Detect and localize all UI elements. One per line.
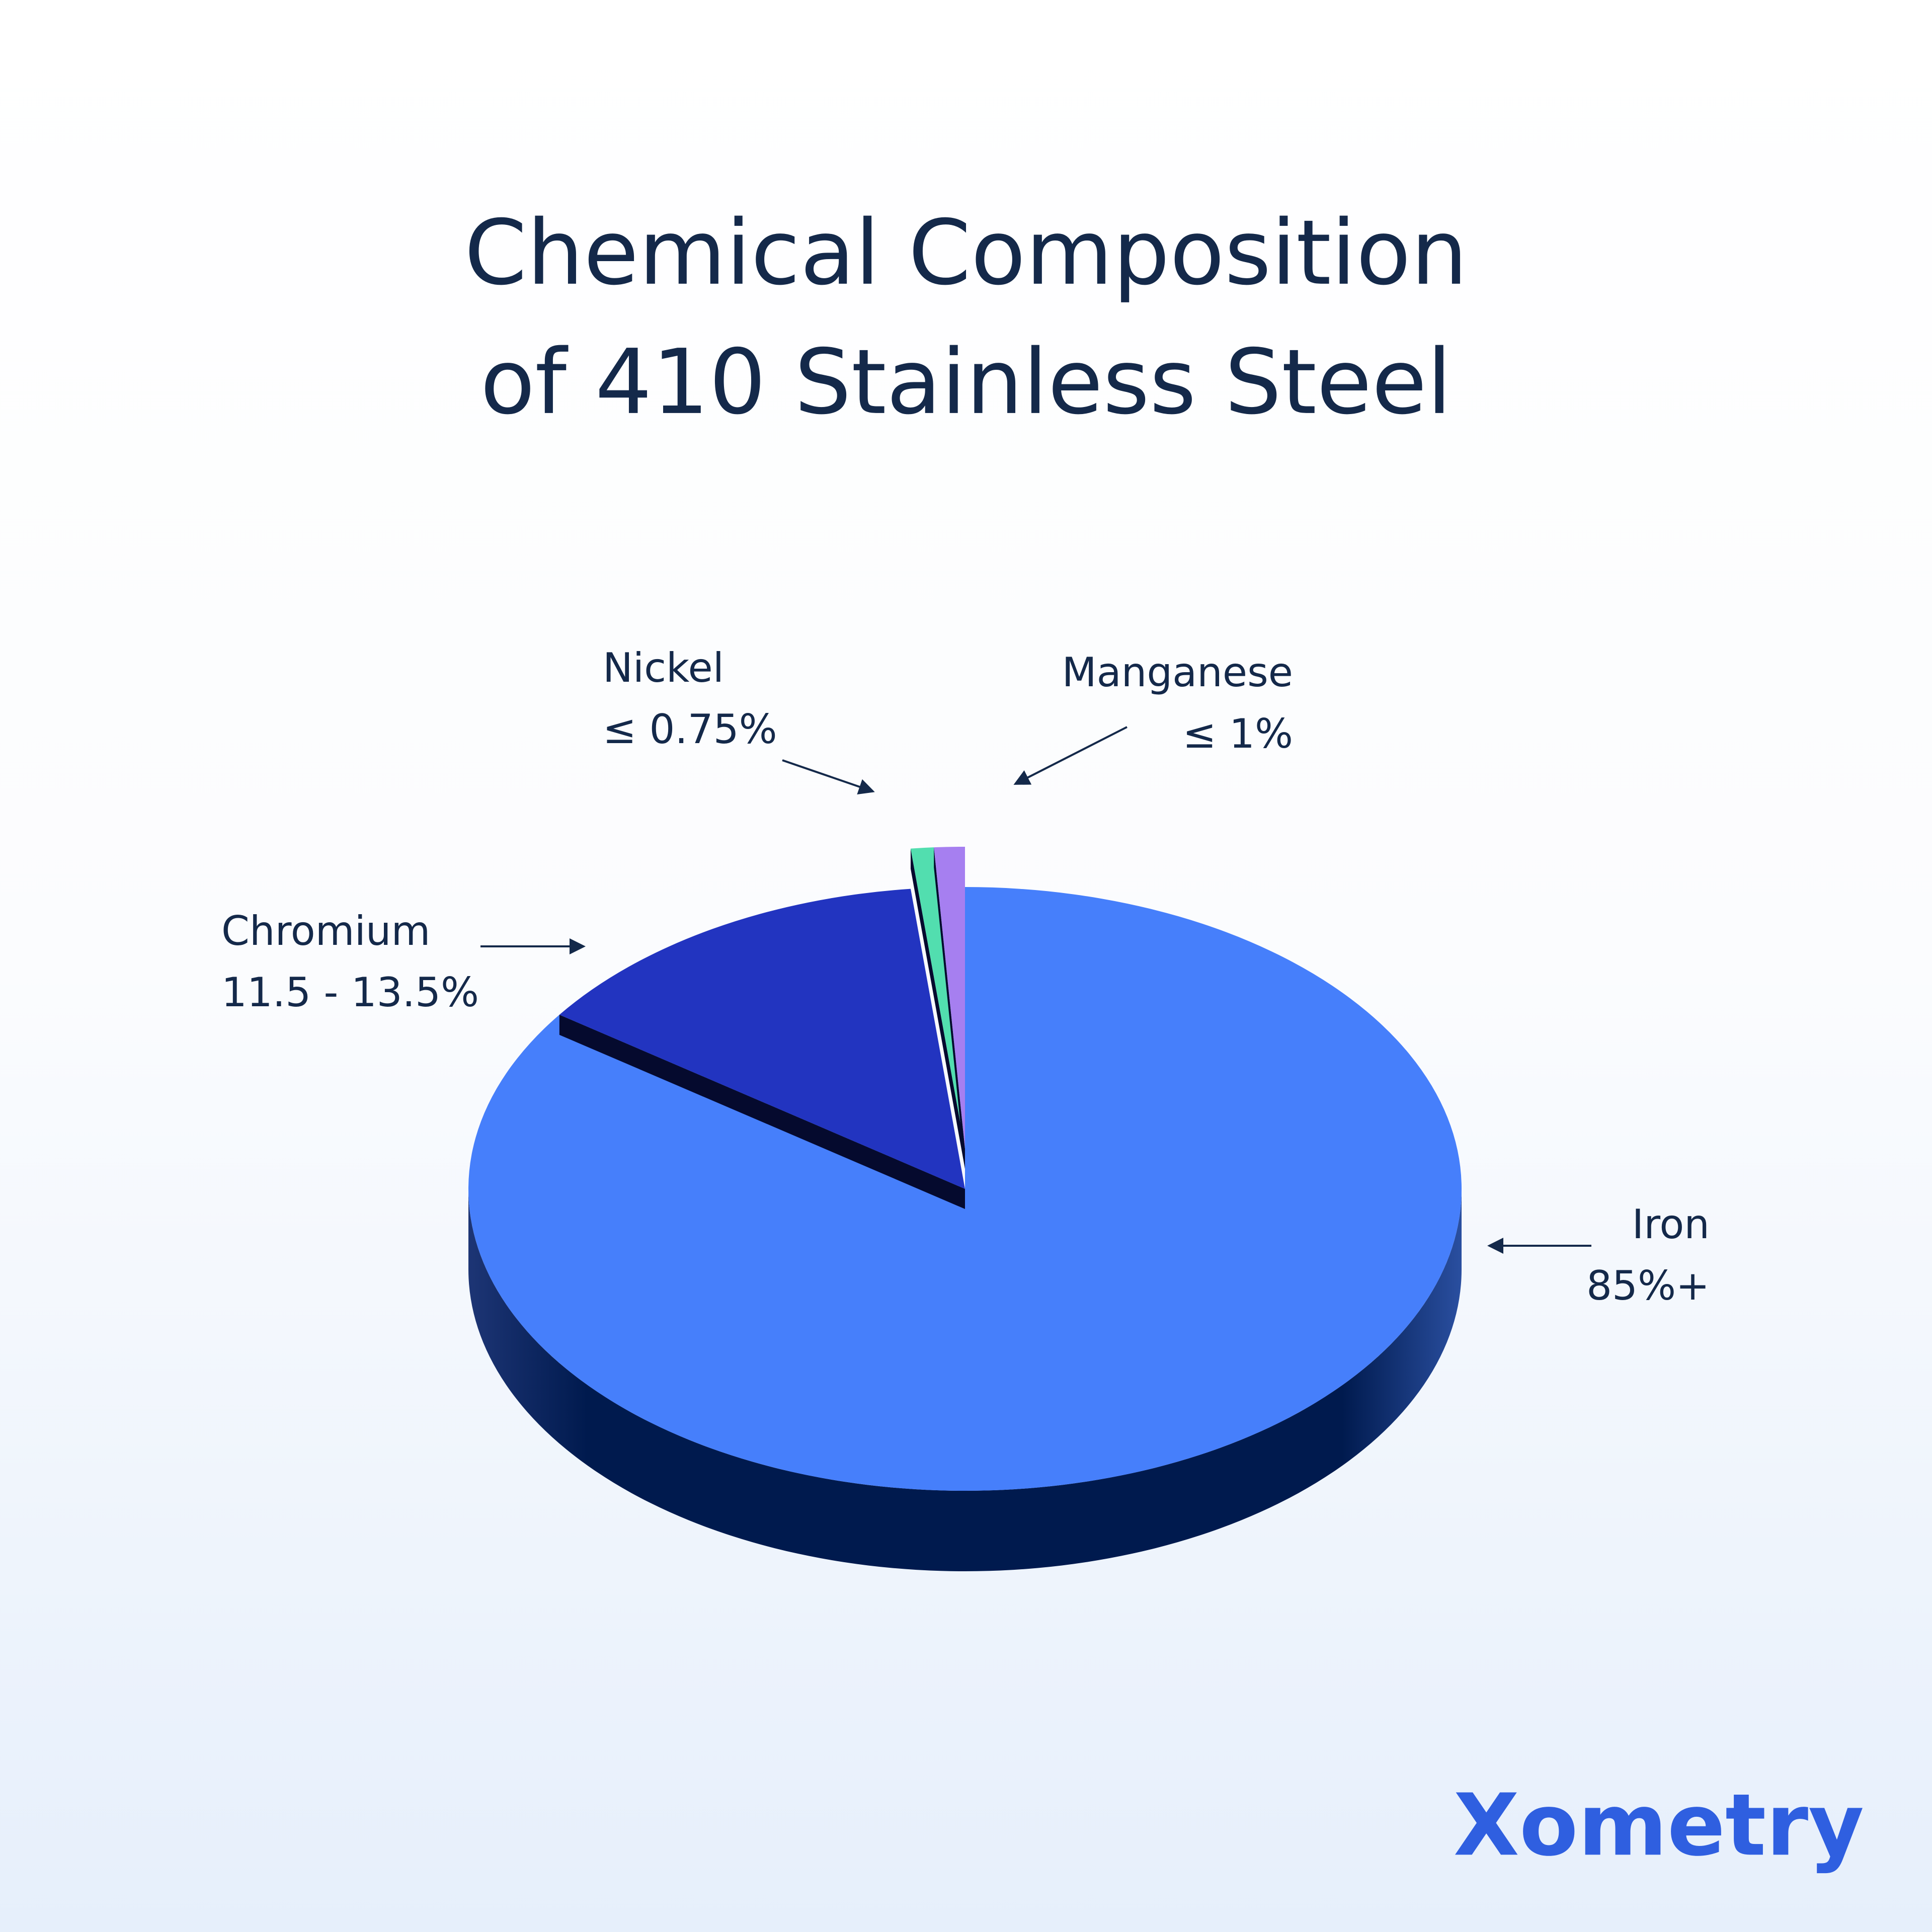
chart-title: Chemical Composition <box>464 201 1468 305</box>
arrow <box>1013 726 1128 785</box>
arrow <box>782 759 875 795</box>
slice-side <box>468 1189 1462 1571</box>
slice-edge <box>559 1014 965 1209</box>
slice <box>910 847 965 1149</box>
slice-name: Iron <box>1632 1201 1710 1248</box>
slice-edge <box>910 848 965 1169</box>
slice-label: ≤ 1% <box>1183 710 1293 757</box>
logo: Xometry <box>1454 1776 1864 1875</box>
slice-name: Chromium <box>221 908 430 954</box>
slice-label: ≤ 0.75% <box>603 706 777 753</box>
slice <box>559 889 965 1189</box>
slice-name: Nickel <box>603 645 724 691</box>
pie <box>468 847 1462 1571</box>
slice-edge <box>934 847 965 1169</box>
slice <box>934 847 965 1149</box>
chart-title: of 410 Stainless Steel <box>480 330 1452 434</box>
slice-label: 11.5 - 13.5% <box>221 969 479 1016</box>
slice-name: Manganese <box>1062 649 1293 696</box>
slice-label: 85%+ <box>1586 1262 1710 1309</box>
